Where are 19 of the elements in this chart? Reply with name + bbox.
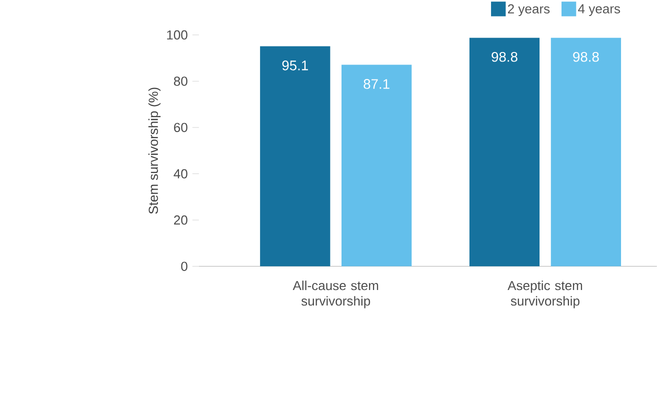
y-tick-label: 40 [174, 169, 188, 178]
legend-label: 2 years [508, 4, 550, 16]
y-tick-label: 0 [181, 262, 188, 271]
y-tick-label: 60 [174, 122, 188, 132]
bar [469, 38, 540, 266]
x-tick-label: All-cause stem survivorship [292, 280, 378, 308]
data-label: 98.8 [573, 52, 599, 62]
y-tick-label: 80 [174, 76, 188, 86]
data-label: 95.1 [282, 60, 308, 70]
data-label: 87.1 [364, 79, 390, 89]
y-axis-title: Stem survivorship (%) [148, 88, 161, 214]
bar [550, 38, 622, 266]
y-tick-label: 20 [174, 215, 188, 225]
bar [260, 46, 330, 266]
data-label: 98.8 [492, 52, 518, 62]
y-tick-label: 100 [167, 30, 188, 40]
x-tick-label: Aseptic stem survivorship [508, 280, 582, 308]
legend-label: 4 years [578, 4, 620, 16]
bar [342, 64, 412, 266]
